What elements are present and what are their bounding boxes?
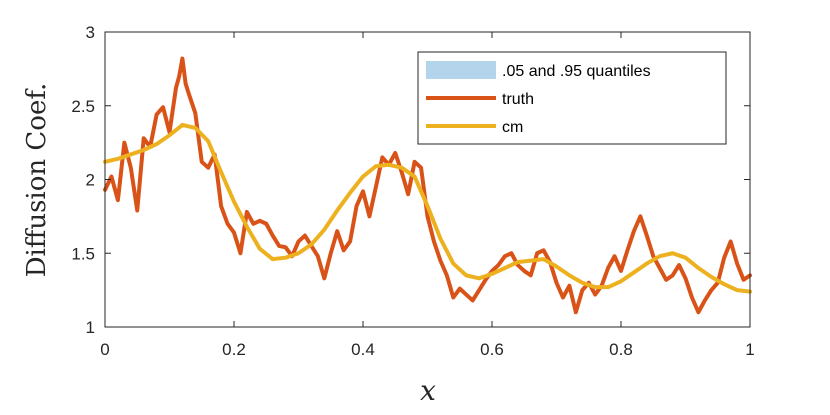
x-axis-label: x [420,374,436,407]
series-layer [103,56,752,315]
y-tick-label: 2.5 [71,97,95,116]
y-tick-label: 2 [86,171,95,190]
legend-swatch-patch [426,61,496,79]
legend: .05 and .95 quantiles truth cm [417,51,727,145]
y-axis-label: Diffusion Coef. [22,83,52,278]
series-line-truth [103,56,752,315]
axes-layer: 0 0.2 0.4 0.6 0.8 1 1 1.5 2 2.5 3 [71,23,754,359]
y-tick-label: 3 [86,23,95,42]
y-tick-label: 1 [86,318,95,337]
x-tick-label: 1 [745,340,754,359]
series-line-cm [103,122,752,294]
legend-label: truth [502,91,534,108]
x-tick-label: 0.8 [609,340,633,359]
x-tick-label: 0.6 [480,340,504,359]
legend-label: .05 and .95 quantiles [502,63,651,80]
x-tick-label: 0 [100,340,109,359]
y-tick-label: 1.5 [71,244,95,263]
x-tick-label: 0.4 [351,340,375,359]
legend-label: cm [502,119,523,136]
x-tick-label: 0.2 [222,340,246,359]
